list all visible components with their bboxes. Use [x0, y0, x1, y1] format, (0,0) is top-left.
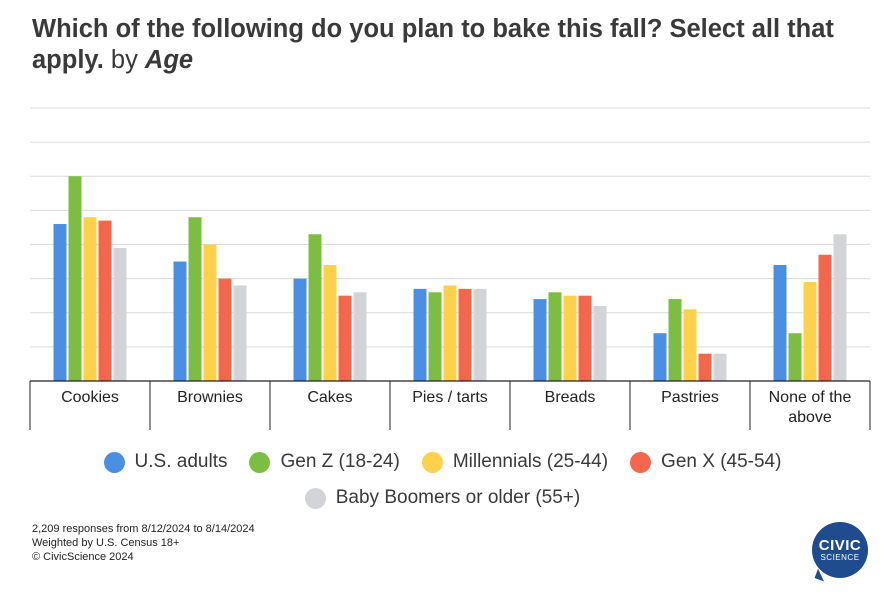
logo-text-science: SCIENCE	[820, 552, 860, 562]
bar	[773, 264, 787, 381]
bar	[533, 299, 547, 381]
bar-chart: Cookies Brownies Cakes Pies / tarts Breads Pa…	[29, 107, 871, 430]
legend-item: Baby Boomers or older (55+)	[304, 484, 581, 512]
bar	[68, 176, 82, 381]
bar	[323, 264, 337, 381]
bar	[653, 333, 667, 381]
bar	[443, 285, 457, 381]
bar	[818, 254, 832, 381]
legend-label: Gen Z (18-24)	[280, 451, 400, 472]
legend-swatch	[103, 451, 125, 473]
bar	[173, 261, 187, 381]
bar	[293, 278, 307, 381]
legend-item: Millennials (25-44)	[421, 448, 609, 476]
title-by: by	[110, 46, 138, 74]
bar	[308, 234, 322, 381]
legend-label: Baby Boomers or older (55+)	[335, 487, 581, 508]
category-label: Pastries	[661, 389, 719, 406]
category-label: Cakes	[307, 389, 352, 406]
bar	[428, 292, 442, 381]
bar	[413, 288, 427, 381]
bar	[473, 288, 487, 381]
bar	[53, 224, 67, 381]
legend-swatch	[421, 451, 443, 473]
bar	[593, 305, 607, 381]
bar	[683, 309, 697, 381]
footnote-copyright: © CivicScience 2024	[32, 551, 134, 563]
civicscience-logo: CIVIC SCIENCE	[812, 522, 870, 580]
legend-swatch	[249, 451, 271, 473]
legend-swatch	[304, 487, 326, 509]
logo-bubble: CIVIC SCIENCE	[812, 522, 868, 578]
title-question: Which of the following do you plan to ba…	[32, 15, 834, 74]
bar	[188, 217, 202, 381]
legend-item: Gen Z (18-24)	[249, 448, 400, 476]
legend-label: Gen X (45-54)	[661, 451, 782, 472]
bar	[578, 295, 592, 381]
bar	[788, 333, 802, 381]
category-label: Pies / tarts	[412, 389, 488, 406]
bar	[203, 244, 217, 381]
footnote-weighting: Weighted by U.S. Census 18+	[32, 537, 180, 549]
category-label: Breads	[545, 389, 596, 406]
bar	[218, 278, 232, 381]
legend-label: U.S. adults	[134, 451, 228, 472]
bar	[233, 285, 247, 381]
legend-item: Gen X (45-54)	[630, 448, 781, 476]
bar	[113, 247, 127, 381]
bar	[698, 353, 712, 381]
legend-item: U.S. adults	[103, 448, 228, 476]
bar	[713, 353, 727, 381]
chart-legend: U.S. adults Gen Z (18-24) Millennials (25-…	[40, 448, 845, 512]
category-label: None of the above	[769, 389, 852, 426]
title-dimension: Age	[144, 46, 194, 74]
bar	[803, 282, 817, 381]
bar	[83, 217, 97, 381]
bar	[668, 299, 682, 381]
footnotes: 2,209 responses from 8/12/2024 to 8/14/2…	[32, 522, 255, 564]
category-label: Brownies	[177, 389, 243, 406]
bar	[833, 234, 847, 381]
category-label: Cookies	[61, 389, 119, 406]
bar	[98, 220, 112, 381]
bar	[458, 288, 472, 381]
legend-swatch	[630, 451, 652, 473]
bar	[353, 292, 367, 381]
chart-title: Which of the following do you plan to ba…	[32, 14, 872, 76]
legend-label: Millennials (25-44)	[452, 451, 609, 472]
bar	[563, 295, 577, 381]
logo-text-civic: CIVIC	[818, 536, 862, 554]
bar	[338, 295, 352, 381]
footnote-responses: 2,209 responses from 8/12/2024 to 8/14/2…	[32, 523, 255, 535]
bar	[548, 292, 562, 381]
